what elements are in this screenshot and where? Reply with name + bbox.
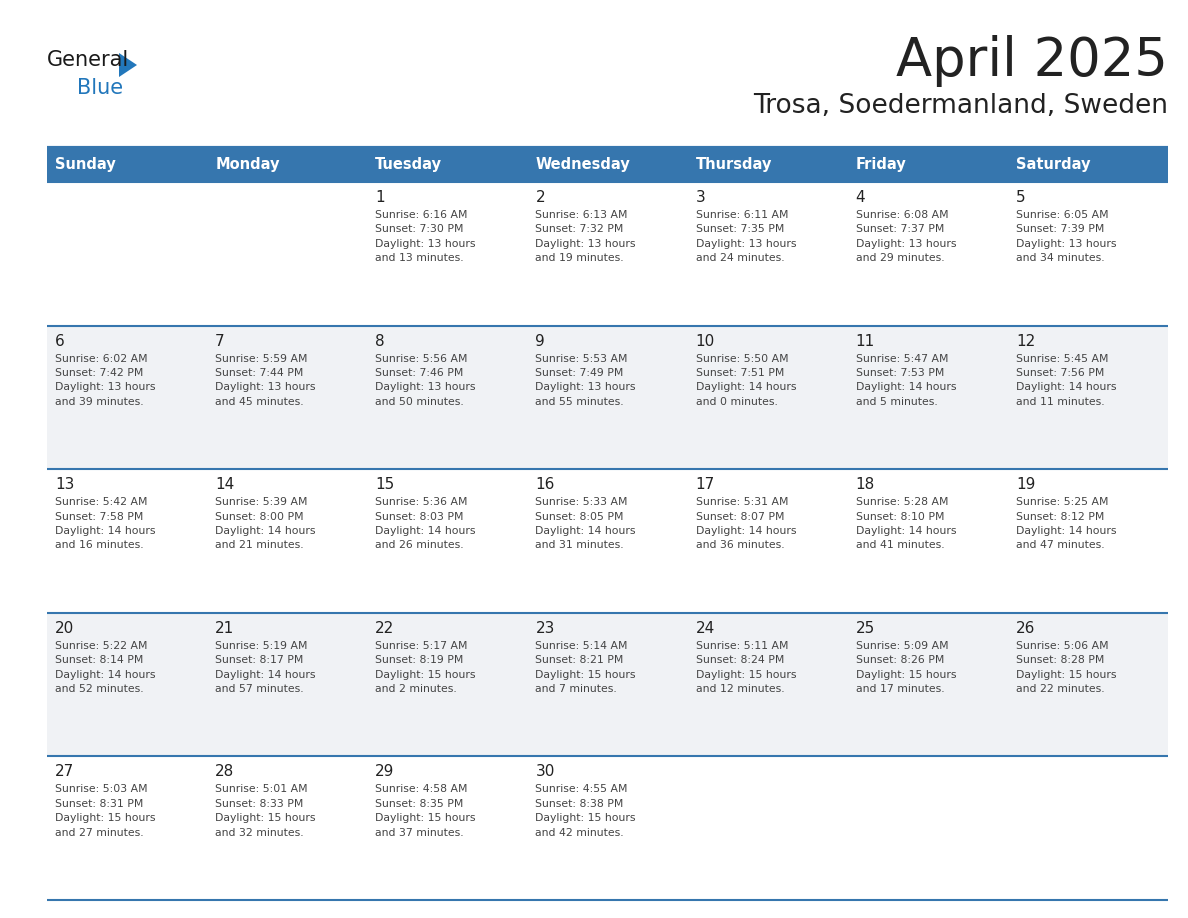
Text: Friday: Friday bbox=[855, 158, 906, 173]
Text: Sunday: Sunday bbox=[55, 158, 115, 173]
Text: 16: 16 bbox=[536, 477, 555, 492]
Text: 1: 1 bbox=[375, 190, 385, 205]
Text: 6: 6 bbox=[55, 333, 65, 349]
Text: 7: 7 bbox=[215, 333, 225, 349]
Text: Sunrise: 5:01 AM
Sunset: 8:33 PM
Daylight: 15 hours
and 32 minutes.: Sunrise: 5:01 AM Sunset: 8:33 PM Dayligh… bbox=[215, 784, 316, 837]
Text: 28: 28 bbox=[215, 765, 234, 779]
Bar bbox=[48, 326, 1168, 469]
Text: Thursday: Thursday bbox=[695, 158, 772, 173]
Text: 23: 23 bbox=[536, 621, 555, 636]
Text: 21: 21 bbox=[215, 621, 234, 636]
Text: General: General bbox=[48, 50, 129, 70]
Bar bbox=[207, 148, 367, 182]
Text: Sunrise: 5:33 AM
Sunset: 8:05 PM
Daylight: 14 hours
and 31 minutes.: Sunrise: 5:33 AM Sunset: 8:05 PM Dayligh… bbox=[536, 498, 636, 551]
Text: Sunrise: 6:08 AM
Sunset: 7:37 PM
Daylight: 13 hours
and 29 minutes.: Sunrise: 6:08 AM Sunset: 7:37 PM Dayligh… bbox=[855, 210, 956, 263]
Text: Sunrise: 5:28 AM
Sunset: 8:10 PM
Daylight: 14 hours
and 41 minutes.: Sunrise: 5:28 AM Sunset: 8:10 PM Dayligh… bbox=[855, 498, 956, 551]
Text: Sunrise: 5:50 AM
Sunset: 7:51 PM
Daylight: 14 hours
and 0 minutes.: Sunrise: 5:50 AM Sunset: 7:51 PM Dayligh… bbox=[695, 353, 796, 407]
Text: 9: 9 bbox=[536, 333, 545, 349]
Text: Sunrise: 6:05 AM
Sunset: 7:39 PM
Daylight: 13 hours
and 34 minutes.: Sunrise: 6:05 AM Sunset: 7:39 PM Dayligh… bbox=[1016, 210, 1117, 263]
Polygon shape bbox=[119, 53, 137, 77]
Bar bbox=[48, 469, 1168, 613]
Bar bbox=[48, 182, 1168, 326]
Text: Tuesday: Tuesday bbox=[375, 158, 442, 173]
Text: Sunrise: 5:03 AM
Sunset: 8:31 PM
Daylight: 15 hours
and 27 minutes.: Sunrise: 5:03 AM Sunset: 8:31 PM Dayligh… bbox=[55, 784, 156, 837]
Text: 15: 15 bbox=[375, 477, 394, 492]
Text: April 2025: April 2025 bbox=[896, 35, 1168, 87]
Text: Wednesday: Wednesday bbox=[536, 158, 630, 173]
Text: 3: 3 bbox=[695, 190, 706, 205]
Bar bbox=[848, 148, 1007, 182]
Text: Sunrise: 6:16 AM
Sunset: 7:30 PM
Daylight: 13 hours
and 13 minutes.: Sunrise: 6:16 AM Sunset: 7:30 PM Dayligh… bbox=[375, 210, 475, 263]
Text: Sunrise: 6:11 AM
Sunset: 7:35 PM
Daylight: 13 hours
and 24 minutes.: Sunrise: 6:11 AM Sunset: 7:35 PM Dayligh… bbox=[695, 210, 796, 263]
Text: Sunrise: 5:25 AM
Sunset: 8:12 PM
Daylight: 14 hours
and 47 minutes.: Sunrise: 5:25 AM Sunset: 8:12 PM Dayligh… bbox=[1016, 498, 1117, 551]
Text: Sunrise: 5:22 AM
Sunset: 8:14 PM
Daylight: 14 hours
and 52 minutes.: Sunrise: 5:22 AM Sunset: 8:14 PM Dayligh… bbox=[55, 641, 156, 694]
Text: Sunrise: 5:31 AM
Sunset: 8:07 PM
Daylight: 14 hours
and 36 minutes.: Sunrise: 5:31 AM Sunset: 8:07 PM Dayligh… bbox=[695, 498, 796, 551]
Text: 25: 25 bbox=[855, 621, 876, 636]
Bar bbox=[48, 756, 1168, 900]
Text: 24: 24 bbox=[695, 621, 715, 636]
Text: 29: 29 bbox=[375, 765, 394, 779]
Text: Sunrise: 5:42 AM
Sunset: 7:58 PM
Daylight: 14 hours
and 16 minutes.: Sunrise: 5:42 AM Sunset: 7:58 PM Dayligh… bbox=[55, 498, 156, 551]
Text: 11: 11 bbox=[855, 333, 876, 349]
Text: 12: 12 bbox=[1016, 333, 1035, 349]
Text: Sunrise: 5:19 AM
Sunset: 8:17 PM
Daylight: 14 hours
and 57 minutes.: Sunrise: 5:19 AM Sunset: 8:17 PM Dayligh… bbox=[215, 641, 316, 694]
Text: Sunrise: 5:39 AM
Sunset: 8:00 PM
Daylight: 14 hours
and 21 minutes.: Sunrise: 5:39 AM Sunset: 8:00 PM Dayligh… bbox=[215, 498, 316, 551]
Text: 19: 19 bbox=[1016, 477, 1035, 492]
Text: Sunrise: 5:53 AM
Sunset: 7:49 PM
Daylight: 13 hours
and 55 minutes.: Sunrise: 5:53 AM Sunset: 7:49 PM Dayligh… bbox=[536, 353, 636, 407]
Text: 13: 13 bbox=[55, 477, 75, 492]
Text: Sunrise: 5:56 AM
Sunset: 7:46 PM
Daylight: 13 hours
and 50 minutes.: Sunrise: 5:56 AM Sunset: 7:46 PM Dayligh… bbox=[375, 353, 475, 407]
Text: 5: 5 bbox=[1016, 190, 1025, 205]
Text: Sunrise: 5:36 AM
Sunset: 8:03 PM
Daylight: 14 hours
and 26 minutes.: Sunrise: 5:36 AM Sunset: 8:03 PM Dayligh… bbox=[375, 498, 475, 551]
Text: Sunrise: 5:09 AM
Sunset: 8:26 PM
Daylight: 15 hours
and 17 minutes.: Sunrise: 5:09 AM Sunset: 8:26 PM Dayligh… bbox=[855, 641, 956, 694]
Text: Sunrise: 5:59 AM
Sunset: 7:44 PM
Daylight: 13 hours
and 45 minutes.: Sunrise: 5:59 AM Sunset: 7:44 PM Dayligh… bbox=[215, 353, 316, 407]
Text: 20: 20 bbox=[55, 621, 74, 636]
Text: 22: 22 bbox=[375, 621, 394, 636]
Text: 14: 14 bbox=[215, 477, 234, 492]
Text: Blue: Blue bbox=[77, 78, 124, 98]
Text: 26: 26 bbox=[1016, 621, 1035, 636]
Text: Sunrise: 5:14 AM
Sunset: 8:21 PM
Daylight: 15 hours
and 7 minutes.: Sunrise: 5:14 AM Sunset: 8:21 PM Dayligh… bbox=[536, 641, 636, 694]
Text: Sunrise: 4:58 AM
Sunset: 8:35 PM
Daylight: 15 hours
and 37 minutes.: Sunrise: 4:58 AM Sunset: 8:35 PM Dayligh… bbox=[375, 784, 475, 837]
Text: Sunrise: 5:11 AM
Sunset: 8:24 PM
Daylight: 15 hours
and 12 minutes.: Sunrise: 5:11 AM Sunset: 8:24 PM Dayligh… bbox=[695, 641, 796, 694]
Text: 17: 17 bbox=[695, 477, 715, 492]
Text: Sunrise: 4:55 AM
Sunset: 8:38 PM
Daylight: 15 hours
and 42 minutes.: Sunrise: 4:55 AM Sunset: 8:38 PM Dayligh… bbox=[536, 784, 636, 837]
Bar bbox=[527, 148, 688, 182]
Bar bbox=[688, 148, 848, 182]
Text: Sunrise: 6:13 AM
Sunset: 7:32 PM
Daylight: 13 hours
and 19 minutes.: Sunrise: 6:13 AM Sunset: 7:32 PM Dayligh… bbox=[536, 210, 636, 263]
Text: Sunrise: 5:06 AM
Sunset: 8:28 PM
Daylight: 15 hours
and 22 minutes.: Sunrise: 5:06 AM Sunset: 8:28 PM Dayligh… bbox=[1016, 641, 1117, 694]
Text: Trosa, Soedermanland, Sweden: Trosa, Soedermanland, Sweden bbox=[753, 93, 1168, 119]
Text: 4: 4 bbox=[855, 190, 865, 205]
Bar bbox=[367, 148, 527, 182]
Text: 10: 10 bbox=[695, 333, 715, 349]
Text: Sunrise: 5:17 AM
Sunset: 8:19 PM
Daylight: 15 hours
and 2 minutes.: Sunrise: 5:17 AM Sunset: 8:19 PM Dayligh… bbox=[375, 641, 475, 694]
Bar bbox=[48, 148, 207, 182]
Text: Sunrise: 6:02 AM
Sunset: 7:42 PM
Daylight: 13 hours
and 39 minutes.: Sunrise: 6:02 AM Sunset: 7:42 PM Dayligh… bbox=[55, 353, 156, 407]
Text: 27: 27 bbox=[55, 765, 74, 779]
Text: Sunrise: 5:47 AM
Sunset: 7:53 PM
Daylight: 14 hours
and 5 minutes.: Sunrise: 5:47 AM Sunset: 7:53 PM Dayligh… bbox=[855, 353, 956, 407]
Bar bbox=[48, 613, 1168, 756]
Bar bbox=[1007, 148, 1168, 182]
Text: 8: 8 bbox=[375, 333, 385, 349]
Text: 30: 30 bbox=[536, 765, 555, 779]
Text: Saturday: Saturday bbox=[1016, 158, 1091, 173]
Text: Monday: Monday bbox=[215, 158, 279, 173]
Text: 18: 18 bbox=[855, 477, 876, 492]
Text: 2: 2 bbox=[536, 190, 545, 205]
Text: Sunrise: 5:45 AM
Sunset: 7:56 PM
Daylight: 14 hours
and 11 minutes.: Sunrise: 5:45 AM Sunset: 7:56 PM Dayligh… bbox=[1016, 353, 1117, 407]
